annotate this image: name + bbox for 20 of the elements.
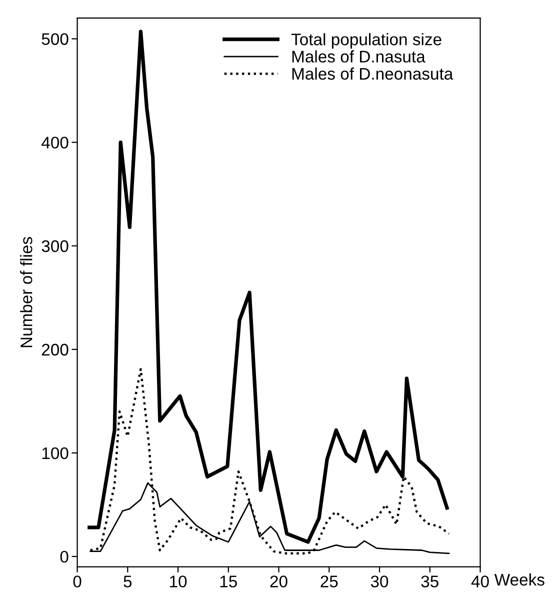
y-axis-title: Number of flies bbox=[20, 237, 32, 348]
x-tick-label: 5 bbox=[124, 576, 132, 588]
y-tick-label: 500 bbox=[42, 33, 68, 45]
x-tick-label: 15 bbox=[220, 576, 237, 588]
y-tick-label: 300 bbox=[42, 240, 68, 252]
legend-label: Males of D.nasuta bbox=[292, 50, 426, 63]
x-tick-label: 25 bbox=[320, 576, 338, 588]
legend-label: Total population size bbox=[291, 33, 442, 49]
y-tick-label: 100 bbox=[42, 447, 68, 460]
y-tick-label: 0 bbox=[60, 550, 68, 563]
x-axis-title: Weeks bbox=[494, 573, 544, 586]
x-tick-label: 30 bbox=[370, 576, 388, 588]
x-tick-label: 40 bbox=[471, 576, 489, 588]
x-tick-label: 10 bbox=[170, 576, 187, 588]
y-tick-label: 200 bbox=[42, 344, 68, 356]
x-tick-label: 20 bbox=[270, 576, 288, 588]
x-tick-label: 35 bbox=[421, 576, 438, 588]
y-tick-label: 400 bbox=[42, 136, 68, 149]
x-tick-label: 0 bbox=[73, 576, 82, 588]
legend-label: Males of D.neonasuta bbox=[292, 67, 454, 80]
